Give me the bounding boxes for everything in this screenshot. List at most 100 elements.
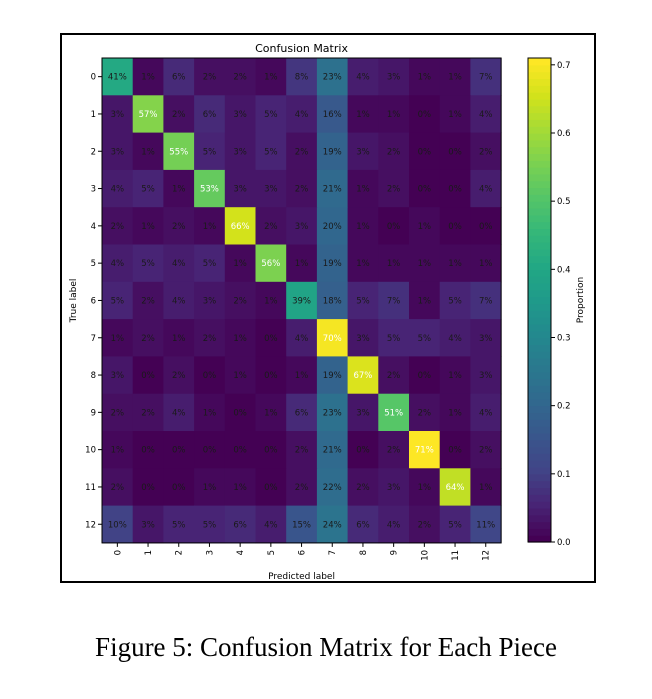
cell-label: 2% (418, 520, 432, 530)
colorbar-segment (528, 119, 551, 127)
heatmap-cell (102, 505, 134, 544)
cell-label: 2% (295, 185, 309, 195)
cell-label: 0% (356, 446, 370, 456)
heatmap-cell (439, 431, 471, 469)
x-axis-label: Predicted label (268, 572, 335, 581)
heatmap-cell (470, 207, 502, 245)
colorbar-tick-label: 0.0 (557, 538, 571, 548)
colorbar-segment (528, 58, 551, 66)
heatmap-cell (224, 431, 256, 469)
colorbar-segment (528, 426, 551, 434)
colorbar-segment (528, 228, 551, 236)
heatmap-cell (132, 58, 164, 96)
heatmap-cell (316, 356, 349, 395)
heatmap-cell (255, 281, 287, 320)
heatmap-cell (409, 58, 441, 96)
cell-label: 1% (418, 222, 432, 232)
cell-label: 70% (323, 334, 342, 344)
x-tick-label: 5 (267, 550, 277, 555)
heatmap-cell (286, 244, 318, 283)
cell-label: 55% (169, 147, 188, 157)
colorbar-segment (528, 180, 551, 189)
cell-label: 2% (111, 483, 125, 493)
heatmap-cell (132, 505, 164, 544)
y-tick-label: 5 (91, 259, 96, 269)
heatmap-cell (163, 207, 195, 245)
cell-label: 0% (141, 371, 155, 381)
cell-label: 1% (448, 110, 462, 120)
heatmap-cell (378, 319, 410, 357)
colorbar-segment (528, 330, 551, 339)
cell-label: 1% (264, 296, 278, 306)
heatmap-cell (409, 281, 441, 320)
cell-label: 5% (203, 147, 217, 157)
cell-label: 3% (387, 73, 401, 83)
cell-label: 5% (264, 147, 278, 157)
colorbar-tick-label: 0.7 (557, 61, 571, 71)
heatmap-cell (316, 95, 349, 134)
cell-label: 1% (448, 371, 462, 381)
heatmap-cell (378, 356, 410, 395)
heatmap-cell (132, 356, 164, 395)
heatmap-cell (470, 468, 502, 507)
heatmap-cell (224, 169, 256, 208)
heatmap-cell (409, 95, 441, 134)
heatmap-cell (347, 468, 379, 507)
y-axis-label: True label (69, 279, 79, 324)
colorbar-segment (528, 214, 551, 223)
cell-label: 1% (233, 259, 247, 269)
cell-label: 1% (172, 185, 186, 195)
cell-label: 0% (141, 483, 155, 493)
colorbar-segment (528, 364, 551, 373)
cell-label: 24% (323, 520, 342, 530)
cell-label: 3% (479, 334, 493, 344)
heatmap-cell (286, 319, 318, 357)
heatmap-cell (255, 431, 287, 469)
colorbar-segment (528, 85, 551, 93)
cell-label: 3% (356, 408, 370, 418)
cell-label: 2% (295, 446, 309, 456)
heatmap-cell (378, 169, 410, 208)
cell-label: 15% (292, 520, 311, 530)
heatmap-cell (286, 95, 318, 134)
cell-label: 4% (172, 259, 186, 269)
cell-label: 0% (172, 483, 186, 493)
cell-label: 6% (233, 520, 247, 530)
colorbar-segment (528, 98, 551, 107)
cell-label: 2% (295, 147, 309, 157)
heatmap-cell (224, 393, 256, 432)
heatmap-cell (347, 132, 379, 171)
heatmap-cell (378, 207, 410, 245)
colorbar-segment (528, 105, 551, 114)
heatmap-cell (255, 95, 287, 134)
cell-label: 4% (479, 185, 493, 195)
cell-label: 3% (141, 520, 155, 530)
colorbar-segment (528, 371, 551, 379)
heatmap-cell (470, 58, 502, 96)
heatmap-cell (316, 281, 349, 320)
cell-label: 2% (141, 296, 155, 306)
colorbar-segment (528, 378, 551, 386)
heatmap-cell (347, 393, 379, 432)
cell-label: 0% (203, 446, 217, 456)
heatmap-cell (163, 281, 195, 320)
cell-label: 3% (233, 147, 247, 157)
cell-label: 5% (356, 296, 370, 306)
cell-label: 7% (479, 73, 493, 83)
colorbar-segment (528, 344, 551, 352)
cell-label: 3% (356, 334, 370, 344)
heatmap-cell (409, 356, 441, 395)
heatmap-cell (316, 393, 349, 432)
colorbar-segment (528, 276, 551, 284)
cell-label: 2% (387, 371, 401, 381)
heatmap-cell (194, 207, 226, 245)
heatmap-cell (194, 281, 226, 320)
cell-label: 0% (264, 483, 278, 493)
y-tick-label: 7 (91, 334, 96, 344)
cell-label: 67% (353, 371, 372, 381)
heatmap-cell (255, 132, 287, 171)
cell-label: 2% (141, 334, 155, 344)
colorbar-segment (528, 194, 551, 202)
colorbar-segment (528, 71, 551, 80)
cell-label: 6% (203, 110, 217, 120)
